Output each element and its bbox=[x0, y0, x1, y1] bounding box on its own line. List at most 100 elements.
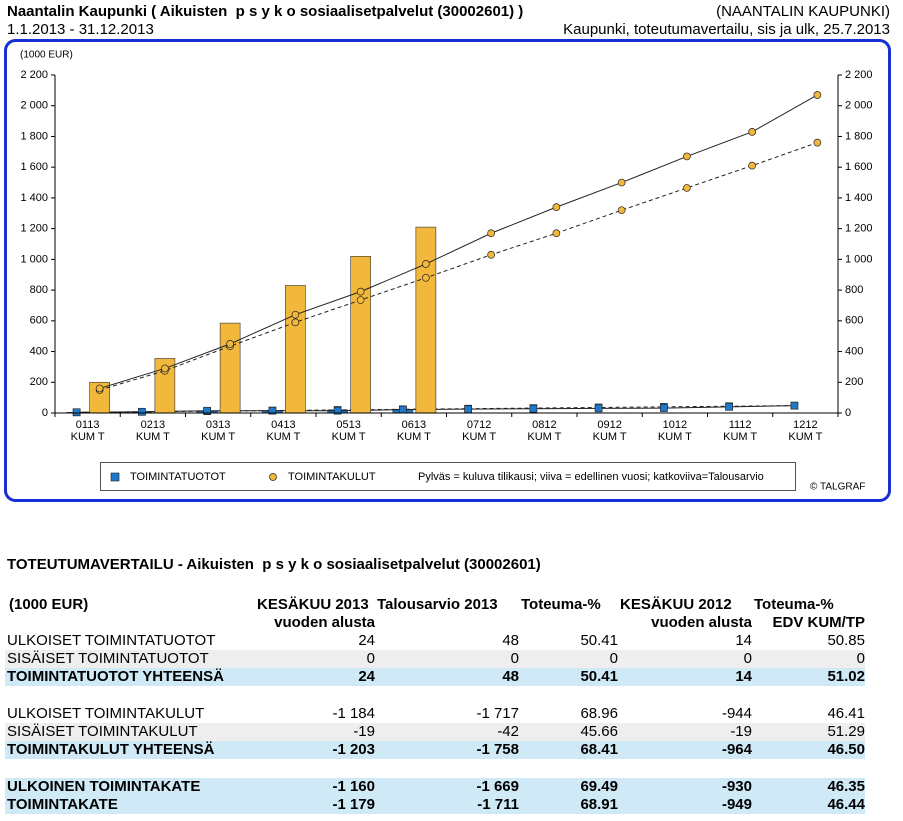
cell: -1 184 bbox=[332, 705, 375, 722]
cell: 48 bbox=[502, 668, 519, 685]
cell: 0 bbox=[510, 650, 519, 667]
y-tick-label: 2 000 bbox=[20, 100, 48, 112]
column-header: KESÄKUU 2013 vuoden alusta bbox=[255, 596, 375, 632]
marker bbox=[356, 296, 365, 304]
row-label: ULKOISET TOIMINTATUOTOT bbox=[7, 632, 216, 649]
table-row: TOIMINTAKULUT YHTEENSÄ -1 203 -1 758 68.41 -… bbox=[5, 741, 865, 759]
y2-tick-label: 600 bbox=[845, 315, 863, 327]
cell: 24 bbox=[358, 632, 375, 649]
marker bbox=[725, 403, 733, 411]
column-header-line: Toteuma-% bbox=[521, 596, 601, 613]
column-header-line: (1000 EUR) bbox=[9, 596, 89, 613]
y-tick-label: 200 bbox=[30, 376, 48, 388]
y2-tick-label: 1 400 bbox=[845, 192, 873, 204]
x-tick-label: 0712 KUM T bbox=[462, 419, 497, 443]
row-label: ULKOISET TOIMINTAKULUT bbox=[7, 705, 205, 722]
table-row: SISÄISET TOIMINTATUOTOT 0 0 0 0 0 bbox=[5, 650, 865, 668]
column-header-line: EDV KUM/TP bbox=[772, 614, 865, 631]
marker bbox=[617, 206, 626, 215]
y-tick-label: 2 200 bbox=[20, 69, 48, 81]
table-row: TOIMINTATUOTOT YHTEENSÄ 24 48 50.41 14 51.02 bbox=[5, 668, 865, 686]
column-header: (1000 EUR) bbox=[5, 596, 255, 632]
cell: 24 bbox=[358, 668, 375, 685]
credit: © TALGRAF bbox=[810, 482, 865, 493]
row-label: ULKOINEN TOIMINTAKATE bbox=[7, 778, 201, 795]
y2-tick-label: 2 200 bbox=[845, 69, 873, 81]
y-tick-label: 600 bbox=[30, 315, 48, 327]
cell: -19 bbox=[353, 723, 375, 740]
x-tick-label: 0812 KUM T bbox=[527, 419, 562, 443]
y-tick-label: 800 bbox=[30, 284, 48, 296]
y2-tick-label: 0 bbox=[845, 407, 851, 419]
bar bbox=[415, 226, 437, 414]
report-info: Kaupunki, toteutumavertailu, sis ja ulk,… bbox=[563, 21, 890, 38]
marker bbox=[356, 287, 365, 296]
cell: 51.02 bbox=[827, 668, 865, 685]
legend-label: TOIMINTAKULUT bbox=[288, 471, 376, 483]
y2-tick-label: 400 bbox=[845, 345, 863, 357]
legend-marker bbox=[269, 473, 277, 481]
marker bbox=[226, 340, 234, 348]
budget-line bbox=[99, 142, 818, 391]
y2-tick-label: 1 800 bbox=[845, 130, 873, 142]
marker bbox=[594, 404, 603, 413]
x-tick-label: 0912 KUM T bbox=[592, 419, 627, 443]
previous-year-line bbox=[99, 94, 818, 389]
cell: 50.41 bbox=[580, 632, 618, 649]
table-row: ULKOISET TOIMINTATUOTOT 24 48 50.41 14 50.85 bbox=[5, 632, 865, 650]
x-tick-label: 1112 KUM T bbox=[723, 419, 758, 443]
column-header-line: KESÄKUU 2012 bbox=[620, 596, 732, 613]
cell: 46.50 bbox=[827, 741, 865, 758]
marker bbox=[291, 318, 300, 327]
cell: 14 bbox=[735, 632, 752, 649]
y-tick-label: 1 800 bbox=[20, 130, 48, 142]
cell: 0 bbox=[609, 650, 618, 667]
table-row: ULKOISET TOIMINTAKULUT -1 184 -1 717 68.96 -… bbox=[5, 705, 865, 723]
marker bbox=[487, 250, 495, 259]
marker bbox=[422, 260, 430, 268]
bar bbox=[350, 255, 371, 414]
marker bbox=[748, 161, 756, 170]
marker bbox=[790, 401, 799, 410]
cell: -19 bbox=[730, 723, 752, 740]
table-row: SISÄISET TOIMINTAKULUT -19 -42 45.66 -19 51.2… bbox=[5, 723, 865, 741]
cell: 68.96 bbox=[580, 705, 618, 722]
y-tick-label: 1 400 bbox=[20, 192, 48, 204]
marker bbox=[422, 273, 430, 282]
cell: 45.66 bbox=[580, 723, 618, 740]
cell: 48 bbox=[502, 632, 519, 649]
x-tick-label: 1212 KUM T bbox=[788, 419, 823, 443]
legend-box bbox=[100, 462, 796, 491]
cell: 46.35 bbox=[827, 778, 865, 795]
row-label: SISÄISET TOIMINTATUOTOT bbox=[7, 650, 209, 667]
cell: -1 758 bbox=[476, 741, 519, 758]
bar bbox=[285, 285, 306, 414]
cell: 69.49 bbox=[580, 778, 618, 795]
cell: 0 bbox=[743, 650, 752, 667]
marker bbox=[95, 384, 104, 393]
y-tick-label: 400 bbox=[30, 345, 48, 357]
column-header-line: Talousarvio 2013 bbox=[377, 596, 498, 613]
x-tick-label: 0113 KUM T bbox=[70, 419, 105, 443]
cell: 0 bbox=[366, 650, 375, 667]
cell: -1 179 bbox=[332, 796, 375, 813]
legend-label: TOIMINTATUOTOT bbox=[130, 471, 226, 483]
cell: 46.41 bbox=[827, 705, 865, 722]
x-tick-label: 0413 KUM T bbox=[266, 419, 301, 443]
marker bbox=[399, 405, 407, 414]
column-header: KESÄKUU 2012 vuoden alusta bbox=[618, 596, 752, 632]
x-tick-label: 0513 KUM T bbox=[331, 419, 366, 443]
x-tick-label: 0313 KUM T bbox=[201, 419, 236, 443]
y2-tick-label: 800 bbox=[845, 284, 863, 296]
cell: -1 669 bbox=[476, 778, 519, 795]
marker bbox=[161, 364, 169, 373]
chart-frame bbox=[4, 39, 891, 502]
cell: 68.91 bbox=[580, 796, 618, 813]
cell: 51.29 bbox=[827, 723, 865, 740]
y2-tick-label: 200 bbox=[845, 376, 863, 388]
marker bbox=[683, 184, 691, 192]
cell: 50.85 bbox=[827, 632, 865, 649]
cell: 68.41 bbox=[580, 741, 618, 758]
x-tick-label: 1012 KUM T bbox=[657, 419, 692, 443]
